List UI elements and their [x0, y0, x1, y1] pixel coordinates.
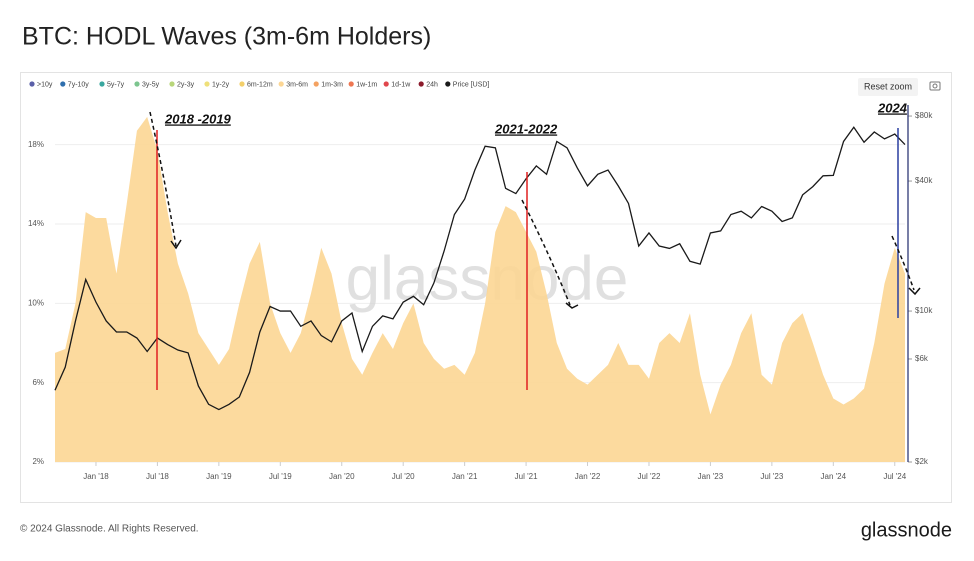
legend-swatch: [29, 81, 35, 87]
x-tick-label: Jan '21: [452, 472, 478, 481]
legend-label: 1d-1w: [391, 81, 411, 88]
x-tick-label: Jan '24: [821, 472, 847, 481]
area-series: [55, 116, 905, 463]
arrow-head: [170, 239, 182, 250]
y2-tick-label: $40k: [915, 176, 933, 185]
x-tick-label: Jul '22: [638, 472, 661, 481]
y2-tick-label: $2k: [915, 457, 929, 466]
legend-label: Price [USD]: [453, 81, 490, 88]
legend-swatch: [60, 81, 66, 87]
camera-icon[interactable]: [929, 81, 941, 91]
y-tick-label: 10%: [28, 298, 44, 307]
legend-swatch: [99, 81, 105, 87]
legend-label: 5y-7y: [107, 81, 125, 88]
footer-copyright: © 2024 Glassnode. All Rights Reserved.: [20, 524, 199, 535]
annotation: 2024: [877, 100, 908, 115]
legend-label: 3y-5y: [142, 81, 160, 88]
y-tick-label: 14%: [28, 219, 44, 228]
x-tick-label: Jul '23: [760, 472, 783, 481]
legend-swatch: [348, 81, 354, 87]
legend-label: 1m-3m: [321, 81, 343, 88]
y-tick-label: 6%: [32, 378, 44, 387]
y2-tick-label: $10k: [915, 306, 933, 315]
legend-swatch: [169, 81, 175, 87]
x-tick-label: Jan '22: [575, 472, 601, 481]
legend-label: 7y-10y: [68, 81, 90, 88]
x-tick-label: Jul '19: [269, 472, 292, 481]
x-tick-label: Jan '20: [329, 472, 355, 481]
trend-arrow: [891, 235, 915, 291]
legend-label: 3m-6m: [286, 81, 308, 88]
x-tick-label: Jan '23: [698, 472, 724, 481]
price-line: [54, 126, 906, 411]
legend-swatch: [204, 81, 210, 87]
y-tick-label: 18%: [28, 140, 44, 149]
arrow-head: [565, 302, 579, 309]
x-tick-label: Jan '19: [206, 472, 232, 481]
icon-lens[interactable]: [932, 83, 938, 89]
x-tick-label: Jul '21: [515, 472, 538, 481]
trend-arrow: [149, 111, 177, 247]
legend-swatch: [418, 81, 424, 87]
x-tick-label: Jul '18: [146, 472, 169, 481]
legend-label: 2y-3y: [177, 81, 195, 88]
trend-arrow: [521, 199, 571, 306]
legend-swatch: [239, 81, 245, 87]
footer-logo: glassnode: [861, 519, 952, 541]
x-tick-label: Jan '18: [83, 472, 109, 481]
legend-swatch: [313, 81, 319, 87]
icon-body[interactable]: [929, 81, 941, 91]
legend-label: >10y: [37, 81, 53, 88]
page-title: BTC: HODL Waves (3m-6m Holders): [22, 23, 431, 51]
y2-tick-label: $80k: [915, 111, 933, 120]
legend-swatch: [445, 81, 451, 87]
legend-swatch: [134, 81, 140, 87]
x-tick-label: Jul '20: [392, 472, 415, 481]
legend-swatch: [278, 81, 284, 87]
legend-swatch: [383, 81, 389, 87]
x-tick-label: Jul '24: [883, 472, 906, 481]
legend-label: 1y-2y: [212, 81, 230, 88]
button-bg[interactable]: [858, 78, 918, 96]
legend-label: 6m-12m: [247, 81, 273, 88]
reset-zoom-button[interactable]: Reset zoom: [858, 78, 918, 96]
legend-label: 24h: [426, 81, 438, 88]
arrow-head: [908, 287, 921, 296]
annotation: 2018 -2019: [164, 111, 232, 126]
legend-label: 1w-1m: [356, 81, 377, 88]
y-tick-label: 2%: [32, 457, 44, 466]
annotation: 2021-2022: [494, 121, 558, 136]
button-label[interactable]: Reset zoom: [864, 81, 912, 91]
y2-tick-label: $6k: [915, 354, 929, 363]
